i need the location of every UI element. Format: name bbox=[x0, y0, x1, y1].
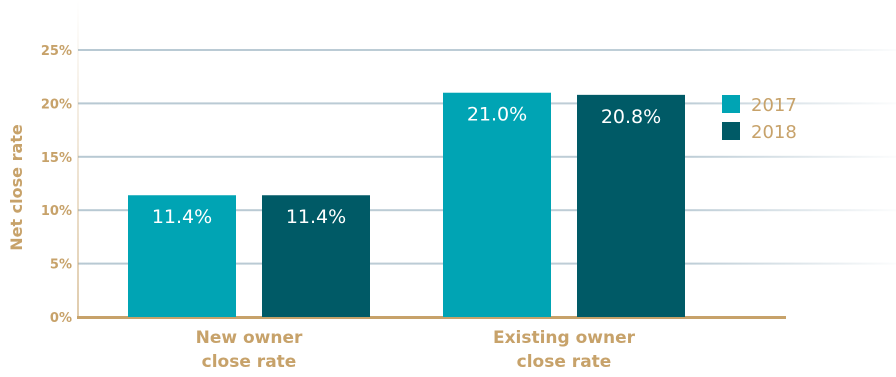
y-tick-label: 15% bbox=[41, 151, 72, 166]
data-label: 11.4% bbox=[152, 206, 212, 228]
bar-2017-1 bbox=[443, 92, 551, 317]
legend-label: 2017 bbox=[751, 95, 797, 116]
y-tick-label: 10% bbox=[41, 204, 72, 219]
data-label: 11.4% bbox=[286, 206, 346, 228]
y-tick-label: 5% bbox=[50, 258, 72, 273]
x-axis-line bbox=[77, 316, 786, 319]
y-axis-line bbox=[77, 0, 79, 317]
legend-label: 2018 bbox=[751, 122, 797, 143]
x-category-label: close rate bbox=[517, 352, 612, 372]
bars bbox=[128, 92, 685, 317]
bar-2017-0 bbox=[128, 195, 236, 317]
y-axis-title: Net close rate bbox=[7, 124, 26, 251]
axes: 0% 5% 10% 15% 20% 25% Net close rate New owner c… bbox=[7, 0, 786, 372]
x-category-label: New owner bbox=[196, 328, 303, 348]
x-category-label: close rate bbox=[202, 352, 297, 372]
y-tick-label: 25% bbox=[41, 44, 72, 59]
bar-2018-0 bbox=[262, 195, 370, 317]
data-label: 20.8% bbox=[601, 106, 661, 128]
grid-line bbox=[78, 49, 896, 51]
legend-swatch-2018 bbox=[722, 122, 740, 140]
legend: 2017 2018 bbox=[722, 95, 797, 143]
legend-swatch-2017 bbox=[722, 95, 740, 113]
data-labels: 11.4% 11.4% 21.0% 20.8% bbox=[152, 104, 661, 229]
bar-2018-1 bbox=[577, 94, 685, 317]
x-category-label: Existing owner bbox=[493, 328, 636, 348]
data-label: 21.0% bbox=[467, 104, 527, 126]
y-tick-label: 0% bbox=[50, 311, 72, 326]
y-tick-label: 20% bbox=[41, 97, 72, 112]
